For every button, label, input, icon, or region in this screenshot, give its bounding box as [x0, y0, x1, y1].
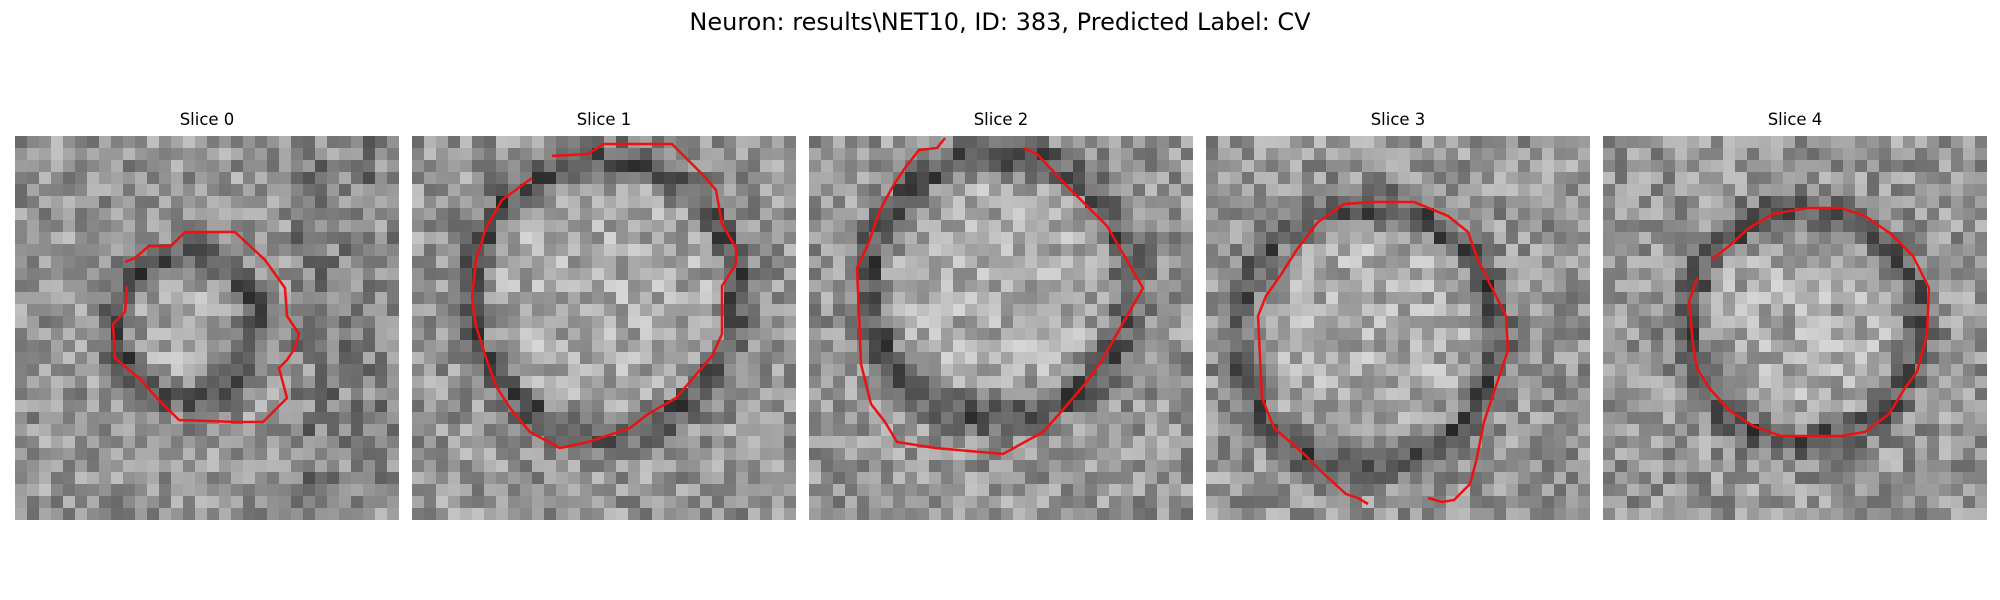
slice-title: Slice 0: [179, 110, 235, 129]
slice-panel-4: Slice 4: [1603, 108, 1987, 520]
microscopy-pixels: [809, 136, 1193, 520]
roi-contour: [855, 137, 1145, 456]
slice-panel-0: Slice 0: [15, 108, 399, 520]
microscopy-pixels: [1206, 136, 1590, 520]
slice-panel-3: Slice 3: [1206, 108, 1590, 520]
slice-title: Slice 4: [1767, 110, 1823, 129]
slice-image: [412, 136, 796, 520]
roi-contour: [470, 142, 738, 450]
slice-image: [1206, 136, 1590, 520]
figure-title: Neuron: results\NET10, ID: 383, Predicte…: [689, 8, 1311, 36]
roi-contour: [1256, 200, 1510, 506]
slice-panel-1: Slice 1: [412, 108, 796, 520]
slice-panel-2: Slice 2: [809, 108, 1193, 520]
slice-image: [1603, 136, 1987, 520]
slice-title: Slice 1: [576, 110, 632, 129]
microscopy-pixels: [15, 136, 399, 520]
slice-title: Slice 2: [973, 110, 1029, 129]
slice-image: [15, 136, 399, 520]
slice-image: [809, 136, 1193, 520]
slice-title: Slice 3: [1370, 110, 1426, 129]
microscopy-pixels: [412, 136, 796, 520]
roi-contour: [1687, 206, 1931, 438]
roi-contour: [111, 230, 301, 424]
microscopy-pixels: [1603, 136, 1987, 520]
